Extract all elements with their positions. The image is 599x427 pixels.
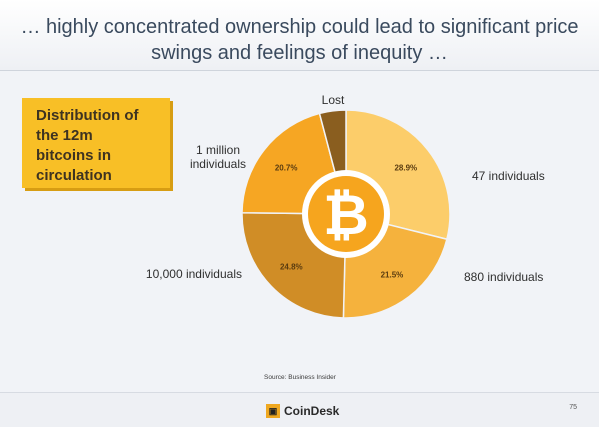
callout-line-2: the 12m	[36, 127, 93, 144]
slice-category-label: 1 million individuals	[190, 143, 246, 171]
slice-category-label: 880 individuals	[464, 270, 543, 284]
title-line-2: swings and feelings of inequity …	[151, 42, 448, 64]
bitcoin-icon: ₿	[302, 170, 390, 258]
slice-category-label: 10,000 individuals	[146, 267, 242, 281]
brand-name: CoinDesk	[284, 404, 340, 418]
pie-outer-labels: 47 individuals 880 individuals 10,000 indi…	[146, 93, 545, 284]
coindesk-logo-icon: ▣	[266, 404, 280, 418]
brand: ▣ CoinDesk	[266, 402, 339, 420]
title-line-1: … highly concentrated ownership could le…	[20, 16, 579, 38]
slice-category-label: Lost	[322, 93, 345, 107]
svg-text:₿: ₿	[323, 183, 369, 246]
slice-value-label: 21.5%	[381, 270, 404, 279]
slide-footer	[0, 392, 599, 427]
slide-title: … highly concentrated ownership could le…	[10, 14, 589, 66]
slice-value-label: 28.9%	[394, 163, 417, 172]
slice-value-label: 24.8%	[280, 263, 303, 272]
callout-line-4: circulation	[36, 167, 112, 184]
page-number: 75	[569, 404, 577, 411]
slide-header: … highly concentrated ownership could le…	[0, 0, 599, 71]
callout-line-3: bitcoins in	[36, 147, 111, 164]
slice-value-label: 20.7%	[275, 163, 298, 172]
callout-line-1: Distribution of	[36, 107, 139, 124]
pie-value-labels: 28.9% 21.5% 24.8% 20.7%	[275, 163, 417, 279]
distribution-callout: Distribution of the 12m bitcoins in circ…	[22, 98, 170, 188]
source-note: Source: Business Insider	[264, 374, 336, 381]
callout-text: Distribution of the 12m bitcoins in circ…	[36, 106, 164, 186]
slice-category-label: 47 individuals	[472, 169, 545, 183]
